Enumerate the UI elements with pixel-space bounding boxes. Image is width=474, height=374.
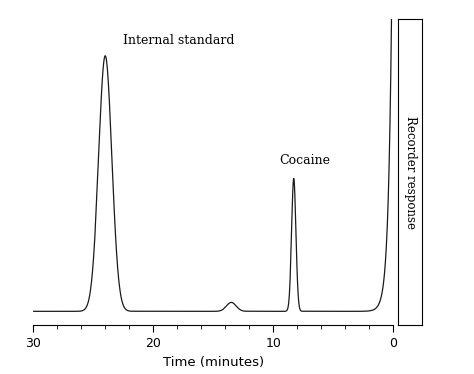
Text: Internal standard: Internal standard: [123, 34, 235, 47]
Text: Cocaine: Cocaine: [279, 154, 330, 167]
X-axis label: Time (minutes): Time (minutes): [163, 356, 264, 369]
Text: Recorder response: Recorder response: [403, 116, 417, 229]
